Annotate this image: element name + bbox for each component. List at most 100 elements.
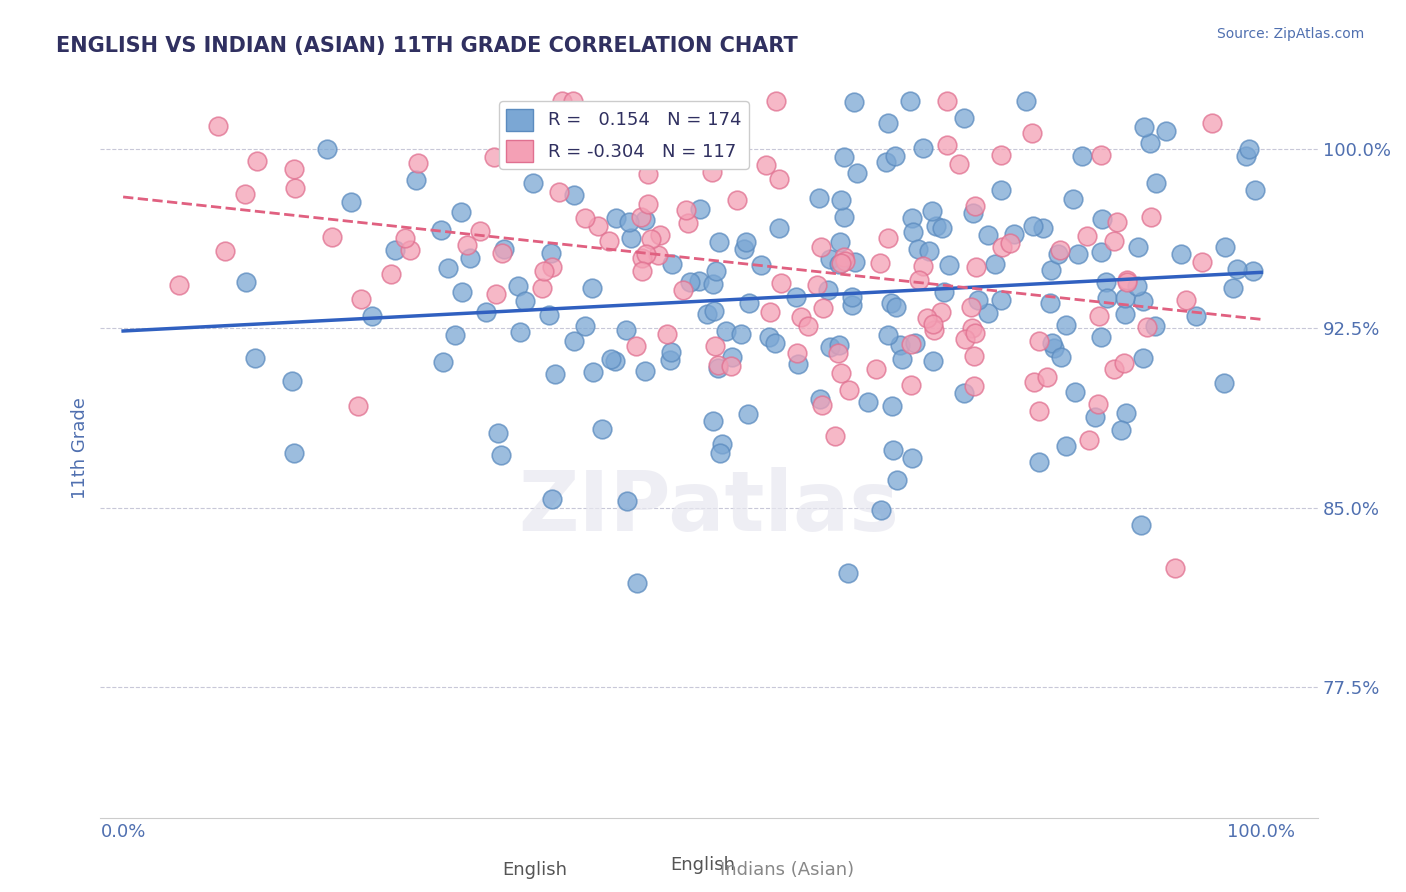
Point <box>785 290 807 304</box>
Point <box>702 277 724 291</box>
Point <box>1076 228 1098 243</box>
Point <box>963 379 986 393</box>
Point <box>706 358 728 372</box>
Point <box>600 352 623 367</box>
Point <box>630 210 652 224</box>
Point <box>737 407 759 421</box>
Point <box>938 258 960 272</box>
Point <box>637 197 659 211</box>
Point <box>384 243 406 257</box>
Point <box>1170 247 1192 261</box>
Point <box>696 125 718 139</box>
Point <box>898 95 921 109</box>
Point <box>960 300 983 314</box>
Point <box>491 448 513 462</box>
Text: Source: ZipAtlas.com: Source: ZipAtlas.com <box>1216 27 1364 41</box>
Point <box>1184 310 1206 324</box>
Point <box>749 258 772 272</box>
Point <box>832 150 855 164</box>
Point <box>321 230 343 244</box>
Point <box>167 278 190 293</box>
Point <box>963 199 986 213</box>
Point <box>924 323 946 337</box>
Point <box>647 248 669 262</box>
Point <box>1144 176 1167 190</box>
Point <box>759 305 782 319</box>
Point <box>1067 247 1090 261</box>
Point <box>678 216 700 230</box>
Point <box>948 156 970 170</box>
Point <box>921 203 943 218</box>
Point <box>339 195 361 210</box>
Point <box>1084 409 1107 424</box>
Point <box>886 473 908 487</box>
Point <box>637 167 659 181</box>
Point <box>1088 309 1111 323</box>
Point <box>714 324 737 338</box>
Point <box>1135 319 1157 334</box>
Point <box>765 95 787 109</box>
Point <box>672 137 695 152</box>
Point <box>361 310 384 324</box>
Point <box>1046 247 1069 261</box>
Point <box>1107 215 1129 229</box>
Point <box>818 252 841 267</box>
Point <box>1097 291 1119 305</box>
Point <box>582 365 605 379</box>
Point <box>876 231 898 245</box>
Point <box>900 336 922 351</box>
Point <box>827 346 849 360</box>
Point <box>245 351 267 366</box>
Point <box>929 305 952 319</box>
Point <box>1244 183 1267 197</box>
Point <box>347 399 370 413</box>
Point <box>725 193 748 207</box>
Point <box>721 351 744 365</box>
Point <box>720 359 742 373</box>
Point <box>1139 136 1161 150</box>
Point <box>316 142 339 156</box>
Point <box>707 235 730 249</box>
Point <box>907 242 929 256</box>
Point <box>703 303 725 318</box>
Point <box>904 335 927 350</box>
Point <box>844 255 866 269</box>
Point <box>1054 439 1077 453</box>
Point <box>1062 192 1084 206</box>
Point <box>884 149 907 163</box>
Point <box>689 202 711 216</box>
Point <box>797 318 820 333</box>
Point <box>1114 356 1136 370</box>
Point <box>901 225 924 239</box>
Point <box>967 293 990 307</box>
Point <box>869 256 891 270</box>
Point <box>828 235 851 249</box>
Point <box>769 276 792 290</box>
Point <box>1028 403 1050 417</box>
Point <box>834 254 856 268</box>
Point <box>522 176 544 190</box>
Point <box>432 355 454 369</box>
Point <box>548 186 571 200</box>
Point <box>700 165 723 179</box>
Point <box>875 154 897 169</box>
Point <box>491 245 513 260</box>
Point <box>626 339 648 353</box>
Point <box>672 284 695 298</box>
Point <box>830 194 852 208</box>
Text: ZIPatlas: ZIPatlas <box>519 467 900 548</box>
Point <box>768 172 790 186</box>
Point <box>1226 262 1249 277</box>
Point <box>561 95 583 109</box>
Point <box>1116 275 1139 289</box>
Point <box>586 219 609 233</box>
Point <box>768 221 790 235</box>
Point <box>506 278 529 293</box>
Point <box>531 281 554 295</box>
Point <box>564 188 586 202</box>
Point <box>484 150 506 164</box>
Point <box>811 398 834 412</box>
Point <box>810 240 832 254</box>
Point <box>828 338 851 352</box>
Point <box>1049 243 1071 257</box>
